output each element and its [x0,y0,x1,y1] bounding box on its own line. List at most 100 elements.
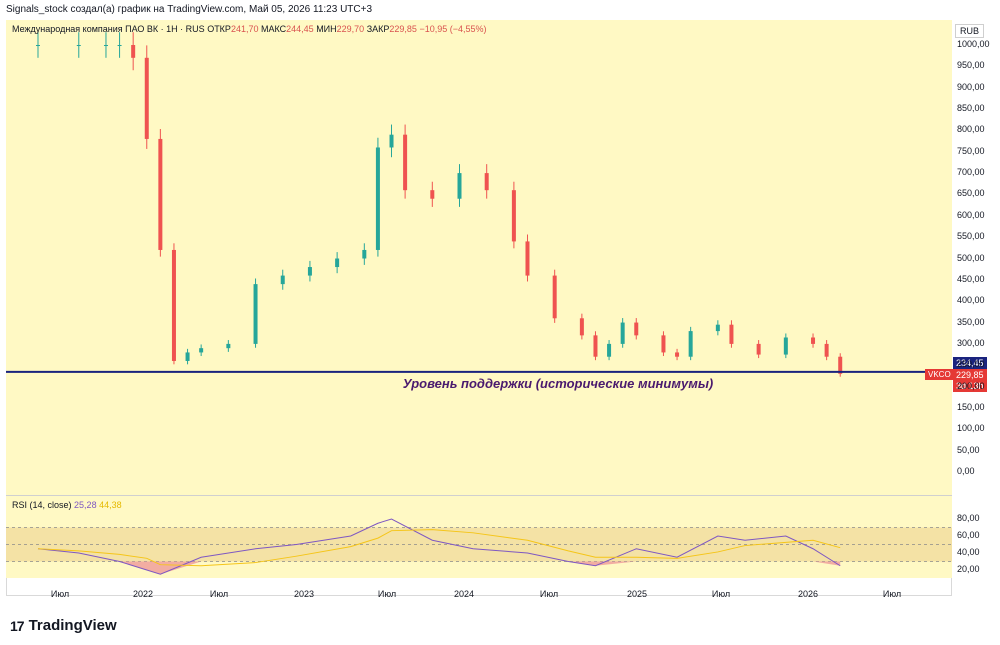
rsi-value: 25,28 [74,500,97,510]
tradingview-logo-icon: 17 [10,617,25,634]
brand-name: TradingView [28,617,117,634]
price-axis-tick: 450,00 [957,273,985,284]
candle-body [457,173,462,199]
rsi-axis-tick: 60,00 [957,530,980,540]
price-axis-tick: 200,00 [957,380,985,391]
symbol-name: Международная компания ПАО ВК · 1Н · RUS [12,24,205,34]
time-axis-tick: Июл [711,589,731,599]
price-axis-tick: 850,00 [957,103,985,114]
candle-body [715,324,720,332]
candle-body [484,173,489,191]
candle-body [607,343,612,357]
high-value: 244,45 [286,24,314,34]
candle-body [335,258,340,268]
candle-body [525,241,530,276]
price-axis-tick: 650,00 [957,188,985,199]
price-axis-tick: 350,00 [957,316,985,327]
candle-body [199,348,204,353]
candle-body [511,190,516,242]
candle-body [35,45,40,46]
candle-body [783,337,788,355]
candle-body [280,275,285,285]
time-axis-tick: Июл [539,589,559,599]
candle-body [756,343,761,355]
open-label: ОТКР [207,24,231,34]
rsi-oversold-fill [119,561,841,575]
symbol-info: Международная компания ПАО ВК · 1Н · RUS… [12,24,487,34]
price-axis-tick: 500,00 [957,252,985,263]
price-axis-tick: 250,00 [957,359,985,370]
time-axis-tick: 2023 [293,589,315,599]
candle-body [185,352,190,361]
price-axis-tick: 600,00 [957,209,985,220]
rsi-label: RSI (14, close) [12,500,72,510]
chart-header: Signals_stock создал(а) график на Tradin… [6,4,373,15]
time-axis-tick: Июл [377,589,397,599]
support-price-tag: 234,45 [953,357,987,369]
time-axis-tick: Июл [882,589,902,599]
candle-body [430,190,435,199]
candle-body [144,57,149,139]
currency-badge[interactable]: RUB [955,24,985,38]
time-axis-tick: Июл [209,589,229,599]
candle-body [226,343,231,349]
candle-body [171,249,176,361]
candle-body [103,45,108,46]
price-axis-tick: 800,00 [957,124,985,135]
price-axis-tick: 950,00 [957,60,985,71]
candle-body [552,275,557,319]
candle-body [76,45,81,46]
support-annotation: Уровень поддержки (исторические минимумы… [403,376,714,391]
candle-body [307,267,312,276]
ticker-tag: VKCO [925,369,954,380]
rsi-legend: RSI (14, close) 25,28 44,38 [12,500,122,510]
price-axis-tick: 0,00 [957,466,975,476]
change-value: −10,95 (−4,55%) [419,24,487,34]
rsi-ma-value: 44,38 [99,500,122,510]
low-value: 229,70 [336,24,365,34]
candle-body [634,322,639,336]
rsi-axis-tick: 20,00 [957,564,980,574]
candle-body [620,322,625,344]
time-axis-tick: 2025 [626,589,648,599]
close-value: 229,85 [389,24,417,34]
candle-body [675,352,680,357]
candle-body [593,335,598,357]
time-axis-tick: 2024 [453,589,475,599]
rsi-ma-line [37,529,841,567]
time-axis-tick: 2022 [132,589,154,599]
candle-body [811,337,816,344]
close-label: ЗАКР [366,24,390,34]
candle-body [403,134,408,191]
time-axis-tick: Июл [50,589,70,599]
time-axis-tick: 2026 [797,589,819,599]
open-value: 241,70 [230,24,259,34]
price-axis-tick: 50,00 [957,444,980,455]
candle-body [579,318,584,336]
price-axis-tick: 900,00 [957,81,985,92]
price-axis-tick: 100,00 [957,423,985,434]
candle-body [838,356,843,374]
price-axis-tick: 550,00 [957,231,985,242]
low-label: МИН [316,24,337,34]
high-label: МАКС [260,24,287,34]
candle-body [131,45,136,58]
candle-body [389,134,394,148]
last-price-tag: 229,85 [953,369,987,381]
price-axis-tick: 400,00 [957,295,985,306]
countdown-tag: 3d 13h [953,380,987,392]
tradingview-logo[interactable]: 17 TradingView [10,617,117,634]
rsi-axis-tick: 40,00 [957,547,980,557]
price-axis-tick: 150,00 [957,401,985,412]
candle-body [661,335,666,353]
price-axis-tick: 750,00 [957,145,985,156]
candle-body [253,284,258,344]
price-axis-tick: 300,00 [957,337,985,348]
price-pane [6,20,952,495]
price-axis-tick: 1000,00 [957,39,990,49]
candle-body [117,45,122,46]
candle-body [362,249,367,259]
candle-body [375,147,380,250]
rsi-axis-tick: 80,00 [957,513,980,523]
